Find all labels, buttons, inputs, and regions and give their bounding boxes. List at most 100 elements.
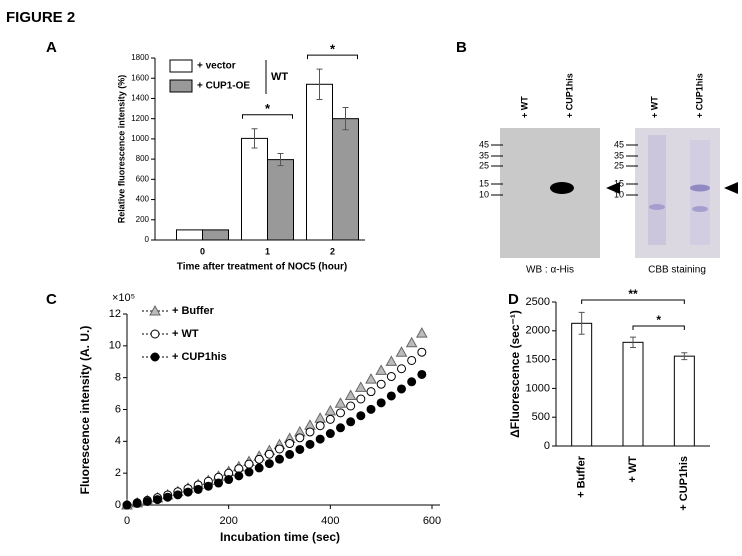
y-tick-label: 2000 [526,325,550,337]
y-tick-label: 0 [115,499,121,511]
y-tick-label: 1500 [526,354,550,366]
y-tick-label: 12 [109,308,121,320]
y-tick-label: 500 [532,411,550,423]
western-blot [500,128,600,258]
bar [202,229,229,241]
data-point [325,414,335,424]
data-point [315,421,325,431]
data-point [385,355,398,366]
error-bar [681,352,688,361]
data-point [346,401,356,411]
x-tick-label: 1 [265,246,270,256]
marker-label: 45 [614,139,624,149]
data-point [376,379,386,389]
data-point [254,463,264,473]
x-tick-label: 0 [124,515,130,527]
data-point [295,444,305,454]
significance-label: * [265,101,271,116]
data-point [305,427,315,437]
y-tick-label: 1800 [131,53,149,62]
data-point [336,423,345,433]
legend-marker [150,329,160,339]
x-tick-label: + Buffer [576,455,588,498]
data-point [234,471,244,481]
data-point [203,481,213,491]
data-point [132,498,142,508]
legend-swatch [169,59,193,73]
lane-label: + WT [519,96,529,118]
data-point [244,467,254,477]
data-point [285,439,295,449]
data-point [375,364,388,375]
lane-label: + WT [649,96,659,118]
panel-label: B [456,39,467,56]
marker-label: 25 [479,160,489,170]
data-point [336,408,345,418]
panel-label: A [46,39,57,56]
y-axis-title: Fluorescence intensity (A. U.) [78,326,92,495]
significance-bracket [632,325,685,330]
data-point [405,336,418,348]
y-tick-label: 400 [136,195,150,204]
y-tick-label: 6 [115,403,121,415]
data-point [356,411,366,421]
marker-label: 35 [614,150,624,160]
lane-label: + CUP1his [564,73,574,118]
legend-label: + Buffer [172,305,215,317]
error-bar [578,311,585,335]
y-axis-title: ΔFluorescence (sec⁻¹) [508,310,522,438]
x-tick-label: 400 [321,515,339,527]
data-point [305,439,315,449]
x-tick-label: 0 [200,246,205,256]
significance-bracket [242,114,293,119]
legend-label: + WT [172,328,199,340]
data-point [264,449,274,459]
marker-label: 15 [479,178,489,188]
y-tick-label: 1200 [131,114,149,123]
data-point [173,490,183,500]
data-point [365,373,377,384]
data-point [346,417,356,427]
data-point [397,384,406,394]
x-tick-label: + CUP1his [678,456,690,511]
blot-caption: WB : α-His [526,265,574,276]
data-point [254,454,264,464]
data-point [163,492,173,502]
y-tick-label: 10 [109,340,121,352]
legend-label: + vector [197,61,236,72]
data-point [325,429,335,439]
significance-label: * [656,313,661,327]
data-point [122,500,132,510]
significance-bracket [581,299,685,304]
x-tick-label: 2 [330,246,335,256]
bar [176,229,203,241]
lane-smear [648,135,666,245]
data-point [264,459,274,469]
axis-multiplier: ×10⁵ [112,292,135,304]
marker-label: 25 [614,160,624,170]
arrowhead [724,182,738,194]
band [649,204,665,210]
y-tick-label: 1400 [131,94,149,103]
marker-label: 35 [479,150,489,160]
y-tick-label: 0 [145,235,150,244]
bar [571,322,593,447]
y-tick-label: 800 [136,154,150,163]
data-point [285,449,295,459]
lane-smear [690,140,710,245]
blot-caption: CBB staining [648,265,706,276]
data-point [407,355,417,365]
data-point [183,487,193,497]
y-tick-label: 1600 [131,73,149,82]
bar [306,83,333,241]
data-point [315,434,325,444]
y-tick-label: 8 [115,372,121,384]
marker-label: 10 [614,189,624,199]
x-tick-label: 600 [423,515,441,527]
data-point [354,381,367,392]
error-bar [316,68,323,100]
y-tick-label: 2 [115,467,121,479]
data-point [417,369,427,379]
data-point [397,364,406,374]
